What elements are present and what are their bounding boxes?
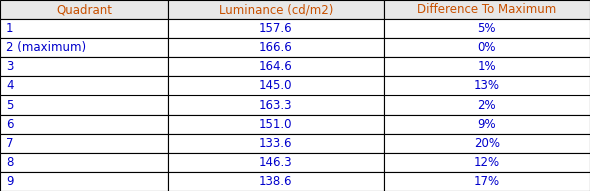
Text: Luminance (cd/m2): Luminance (cd/m2) <box>219 3 333 16</box>
Text: 166.6: 166.6 <box>259 41 293 54</box>
Bar <box>168 76 384 96</box>
Bar <box>0 19 168 38</box>
Text: 146.3: 146.3 <box>259 156 293 169</box>
Text: Difference To Maximum: Difference To Maximum <box>417 3 556 16</box>
Bar <box>168 115 384 134</box>
Text: 1%: 1% <box>477 60 496 73</box>
Bar <box>384 96 590 115</box>
Text: 164.6: 164.6 <box>259 60 293 73</box>
Text: 8: 8 <box>6 156 14 169</box>
Bar <box>384 115 590 134</box>
Bar <box>0 153 168 172</box>
Bar <box>0 0 168 19</box>
Text: 1: 1 <box>6 22 14 35</box>
Bar <box>0 115 168 134</box>
Bar <box>0 38 168 57</box>
Text: 17%: 17% <box>474 175 500 188</box>
Bar <box>384 19 590 38</box>
Text: 2%: 2% <box>477 99 496 112</box>
Text: 13%: 13% <box>474 79 500 92</box>
Text: 157.6: 157.6 <box>259 22 293 35</box>
Text: 5: 5 <box>6 99 14 112</box>
Bar <box>0 57 168 76</box>
Text: Quadrant: Quadrant <box>56 3 112 16</box>
Bar <box>168 96 384 115</box>
Bar <box>168 153 384 172</box>
Text: 4: 4 <box>6 79 14 92</box>
Text: 0%: 0% <box>477 41 496 54</box>
Bar <box>384 172 590 191</box>
Text: 3: 3 <box>6 60 14 73</box>
Bar <box>384 0 590 19</box>
Bar <box>0 96 168 115</box>
Bar <box>384 76 590 96</box>
Text: 138.6: 138.6 <box>259 175 293 188</box>
Text: 133.6: 133.6 <box>259 137 293 150</box>
Text: 7: 7 <box>6 137 14 150</box>
Bar <box>168 172 384 191</box>
Bar <box>384 57 590 76</box>
Bar <box>384 134 590 153</box>
Text: 9%: 9% <box>477 118 496 131</box>
Text: 20%: 20% <box>474 137 500 150</box>
Bar <box>384 153 590 172</box>
Bar <box>168 0 384 19</box>
Text: 5%: 5% <box>477 22 496 35</box>
Bar <box>0 172 168 191</box>
Bar <box>168 57 384 76</box>
Bar <box>0 76 168 96</box>
Text: 2 (maximum): 2 (maximum) <box>6 41 86 54</box>
Bar <box>168 38 384 57</box>
Bar <box>168 19 384 38</box>
Bar <box>384 38 590 57</box>
Text: 163.3: 163.3 <box>259 99 293 112</box>
Text: 9: 9 <box>6 175 14 188</box>
Text: 151.0: 151.0 <box>259 118 293 131</box>
Text: 145.0: 145.0 <box>259 79 293 92</box>
Text: 6: 6 <box>6 118 14 131</box>
Text: 12%: 12% <box>474 156 500 169</box>
Bar <box>168 134 384 153</box>
Bar <box>0 134 168 153</box>
